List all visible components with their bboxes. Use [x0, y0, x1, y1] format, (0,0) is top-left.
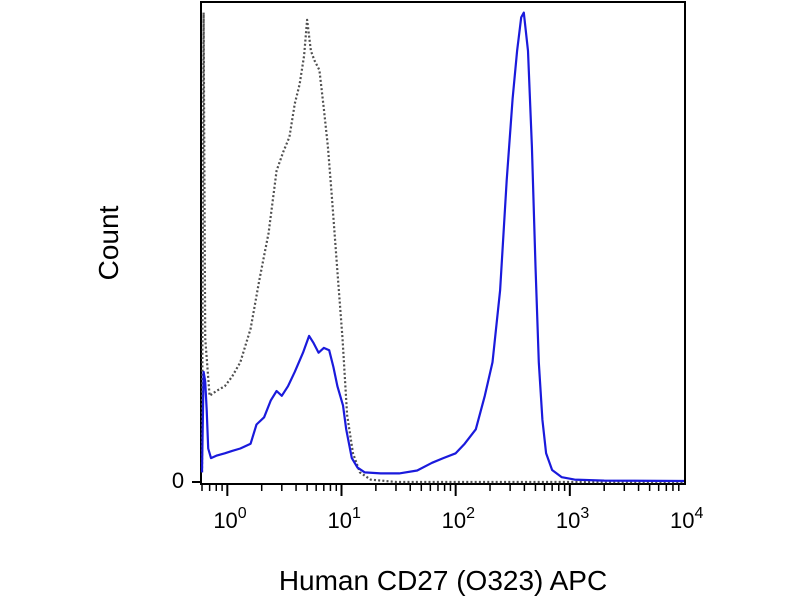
plot-frame [200, 1, 686, 485]
x-tick-label-exponent: 2 [466, 505, 475, 522]
isotype-control-line [200, 11, 684, 484]
x-tick-label-base: 10 [670, 508, 694, 533]
y-axis-title: Count [93, 205, 124, 280]
y-axis-ticks: 0 [172, 468, 201, 493]
x-tick-label-exponent: 4 [694, 505, 703, 522]
x-tick-label-base: 10 [556, 508, 580, 533]
x-tick-label: 101 [327, 505, 360, 533]
x-tick-label-exponent: 3 [580, 505, 589, 522]
x-axis-title: Human CD27 (O323) APC [279, 565, 607, 596]
x-axis-ticks: 100 101 102 103 104 [201, 484, 703, 533]
y-tick-label: 0 [172, 468, 184, 493]
x-tick-label-exponent: 0 [238, 505, 247, 522]
x-tick-label-base: 10 [213, 508, 237, 533]
x-tick-label-base: 10 [442, 508, 466, 533]
x-tick-label-base: 10 [327, 508, 351, 533]
x-tick-label: 103 [556, 505, 589, 533]
x-tick-label-exponent: 1 [352, 505, 361, 522]
series-layer [200, 11, 685, 484]
x-tick-label: 104 [670, 505, 703, 533]
x-tick-label: 100 [213, 505, 246, 533]
cd27-stained-line [200, 11, 685, 483]
x-tick-label: 102 [442, 505, 475, 533]
